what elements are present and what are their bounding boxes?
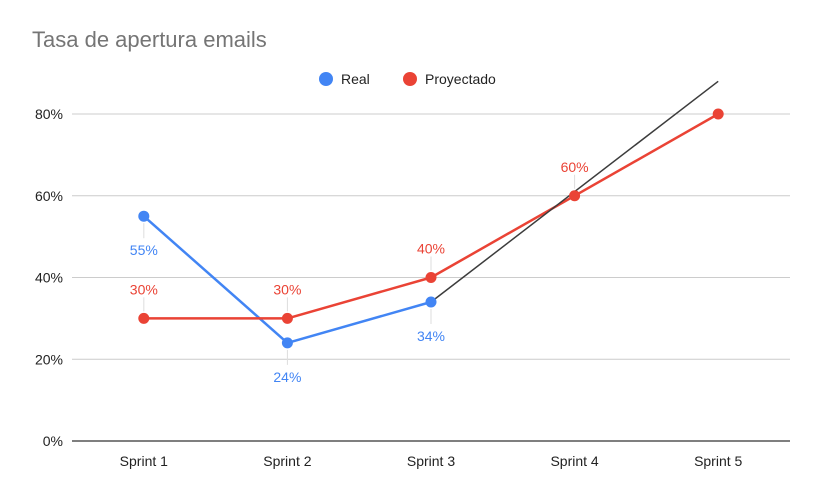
y-tick-label: 80%	[35, 106, 63, 122]
data-label: 55%	[130, 242, 158, 258]
x-tick-label: Sprint 2	[263, 453, 311, 469]
data-point	[138, 210, 150, 222]
legend-label: Proyectado	[425, 71, 496, 87]
data-label: 34%	[417, 328, 445, 344]
data-point	[712, 108, 724, 120]
x-axis-ticks: Sprint 1 Sprint 2 Sprint 3 Sprint 4 Sprint 5	[120, 453, 743, 469]
y-tick-label: 20%	[35, 351, 63, 367]
y-tick-label: 60%	[35, 188, 63, 204]
data-point	[281, 312, 293, 324]
y-tick-label: 40%	[35, 270, 63, 286]
series-line-real	[142, 215, 432, 345]
y-axis-ticks: 0% 20% 40% 60% 80%	[35, 106, 63, 449]
data-label: 40%	[417, 241, 445, 257]
data-point	[281, 337, 293, 349]
data-label: 60%	[561, 159, 589, 175]
series-points	[138, 108, 724, 349]
legend: Real Proyectado	[319, 71, 496, 87]
data-point	[425, 272, 437, 283]
data-labels: 55% 24% 34% 30% 30% 40% 60%	[130, 159, 589, 385]
data-label: 24%	[273, 369, 301, 385]
data-point	[425, 296, 437, 308]
data-point	[138, 312, 150, 324]
y-tick-label: 0%	[43, 433, 63, 449]
series-line-proyectado	[143, 112, 719, 320]
legend-swatch	[319, 72, 333, 86]
chart-title: Tasa de apertura emails	[32, 27, 267, 52]
data-point	[569, 190, 581, 202]
data-label: 30%	[273, 281, 301, 297]
x-tick-label: Sprint 3	[407, 453, 455, 469]
data-label: 30%	[130, 281, 158, 297]
x-tick-label: Sprint 4	[550, 453, 598, 469]
x-tick-label: Sprint 1	[120, 453, 168, 469]
legend-swatch	[403, 72, 417, 86]
legend-label: Real	[341, 71, 370, 87]
x-tick-label: Sprint 5	[694, 453, 742, 469]
